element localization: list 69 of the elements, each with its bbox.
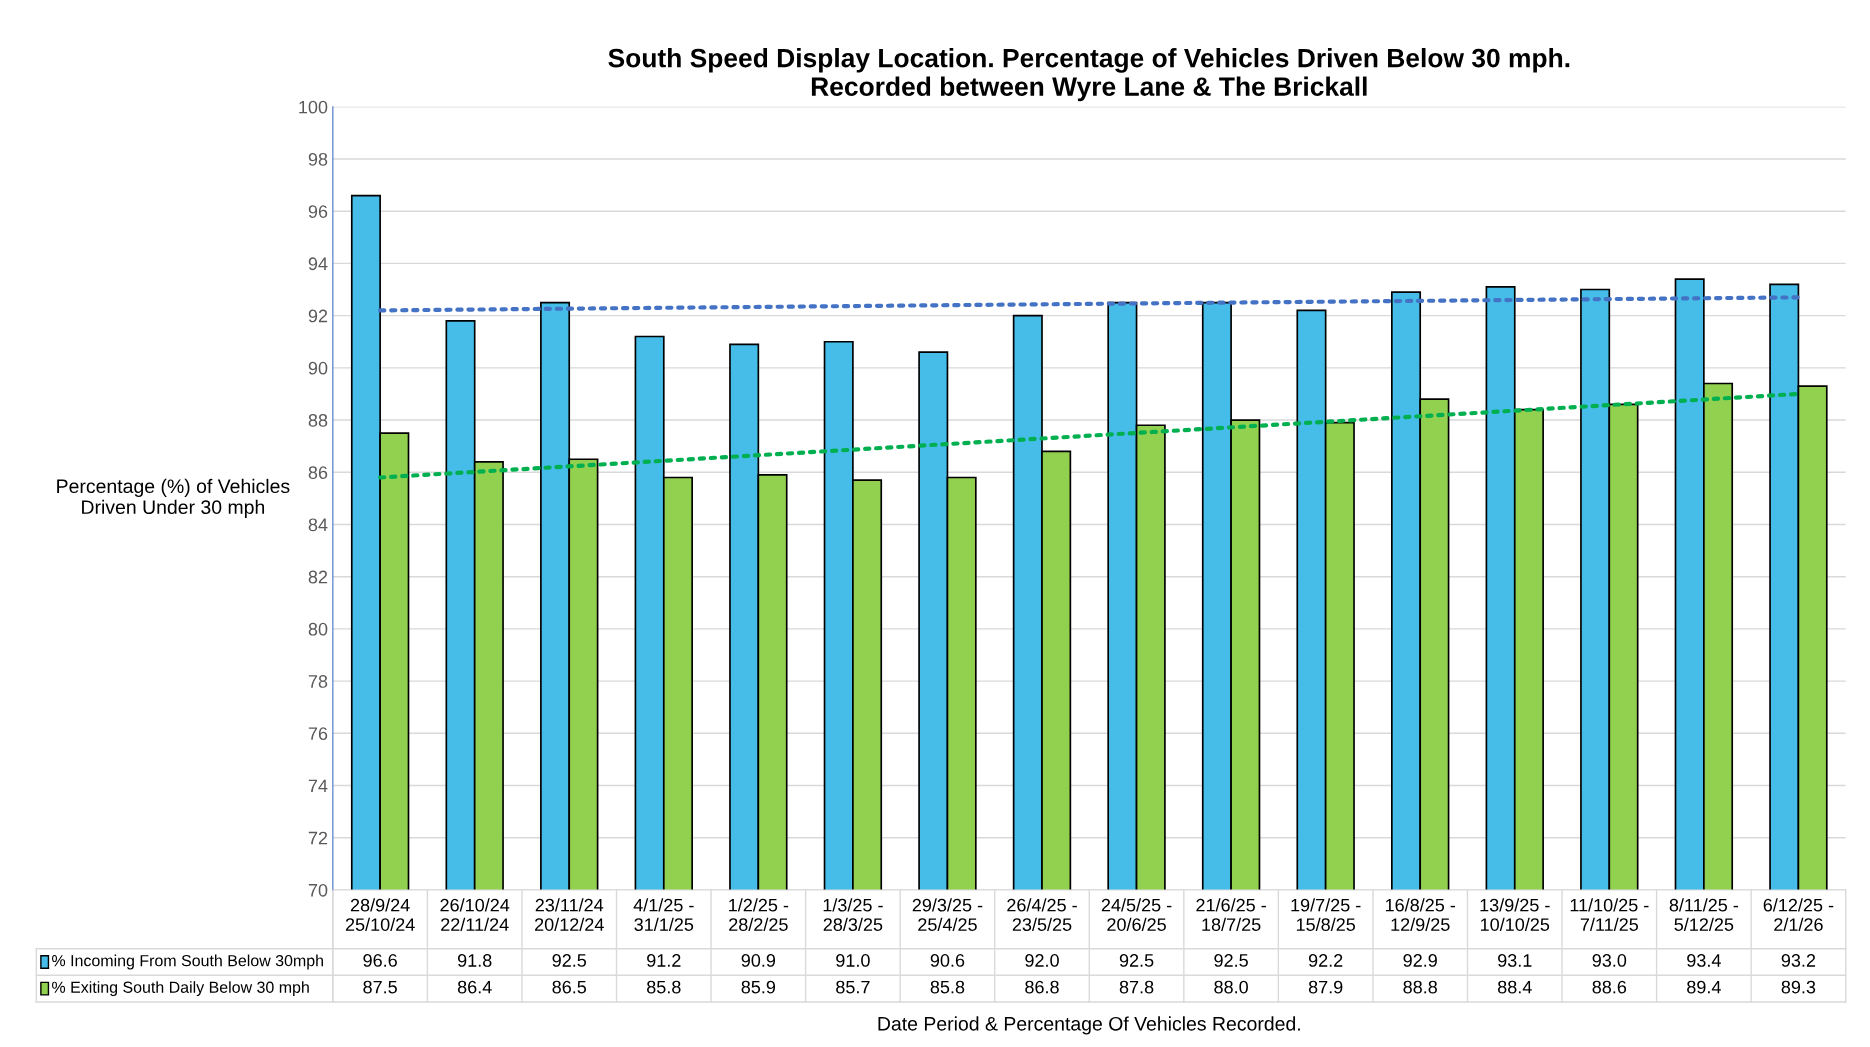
legend-label: % Exiting South Daily Below 30 mph xyxy=(52,981,309,997)
legend-label: % Incoming From South Below 30mph xyxy=(52,954,323,970)
x-tick-label: 26/10/24 22/11/24 xyxy=(440,898,510,931)
data-label: 89.3 xyxy=(1781,980,1816,994)
x-tick-label: 4/1/25 - 31/1/25 xyxy=(633,898,694,931)
x-tick-label: 6/12/25 - 2/1/26 xyxy=(1763,898,1834,931)
data-label: 93.0 xyxy=(1592,954,1627,967)
data-label: 88.0 xyxy=(1214,980,1248,994)
y-tick-label: 80 xyxy=(308,622,328,636)
y-axis-title: Percentage (%) of Vehicles Driven Under 30 mph xyxy=(57,478,290,518)
data-label: 91.8 xyxy=(457,954,492,967)
data-label: 92.5 xyxy=(1119,954,1154,967)
data-label: 88.8 xyxy=(1403,980,1437,994)
x-tick-label: 19/7/25 - 15/8/25 xyxy=(1291,898,1361,931)
y-tick-label: 100 xyxy=(299,100,328,114)
data-label: 91.0 xyxy=(836,954,870,967)
data-label: 88.4 xyxy=(1497,980,1532,994)
data-label: 93.4 xyxy=(1687,954,1721,967)
data-label: 87.9 xyxy=(1308,980,1343,994)
data-label: 86.4 xyxy=(457,980,492,994)
data-label: 88.6 xyxy=(1592,980,1627,994)
y-tick-label: 74 xyxy=(308,779,328,793)
data-label: 92.5 xyxy=(552,954,587,967)
data-label: 87.5 xyxy=(363,980,397,994)
y-tick-label: 92 xyxy=(308,309,328,323)
x-tick-label: 26/4/25 - 23/5/25 xyxy=(1007,898,1077,931)
x-axis-title: Date Period & Percentage Of Vehicles Recorded. xyxy=(878,1016,1300,1035)
data-label: 86.5 xyxy=(552,980,587,994)
y-tick-label: 98 xyxy=(308,152,328,166)
x-tick-label: 28/9/24 25/10/24 xyxy=(345,898,415,931)
x-tick-label: 21/6/25 - 18/7/25 xyxy=(1196,898,1266,931)
data-label: 85.8 xyxy=(647,980,681,994)
y-tick-label: 78 xyxy=(308,675,328,688)
x-tick-label: 24/5/25 - 20/6/25 xyxy=(1101,898,1172,931)
data-label: 85.7 xyxy=(836,980,870,994)
y-tick-label: 90 xyxy=(308,361,328,375)
x-tick-label: 13/9/25 - 10/10/25 xyxy=(1480,898,1550,931)
y-tick-label: 84 xyxy=(308,518,328,532)
data-label: 92.9 xyxy=(1403,954,1437,967)
x-tick-label: 8/11/25 - 5/12/25 xyxy=(1669,898,1739,931)
x-tick-label: 11/10/25 - 7/11/25 xyxy=(1570,898,1649,931)
data-label: 87.8 xyxy=(1119,980,1154,994)
data-label: 96.6 xyxy=(363,954,397,967)
x-tick-label: 29/3/25 - 25/4/25 xyxy=(912,898,983,931)
y-tick-label: 86 xyxy=(308,466,328,479)
y-tick-label: 88 xyxy=(308,413,328,427)
data-label: 85.8 xyxy=(930,980,965,994)
x-tick-label: 16/8/25 - 12/9/25 xyxy=(1385,898,1456,931)
x-tick-label: 1/3/25 - 28/3/25 xyxy=(823,898,883,931)
y-tick-label: 76 xyxy=(308,727,328,741)
data-label: 92.5 xyxy=(1214,954,1248,967)
y-tick-label: 72 xyxy=(308,831,328,845)
x-tick-label: 23/11/24 20/12/24 xyxy=(535,898,604,931)
y-tick-label: 94 xyxy=(308,257,328,271)
data-label: 86.8 xyxy=(1025,980,1059,994)
data-label: 89.4 xyxy=(1687,980,1721,994)
chart-title: South Speed Display Location. Percentage of Vehicles Driven Below 30 mph. Recorded between Wyre Lane & The Brickall xyxy=(608,48,1570,102)
data-label: 93.1 xyxy=(1498,954,1532,967)
data-label: 92.2 xyxy=(1308,954,1343,967)
data-label: 85.9 xyxy=(741,980,776,994)
y-tick-label: 70 xyxy=(308,883,328,897)
data-label: 92.0 xyxy=(1025,954,1059,967)
y-tick-label: 96 xyxy=(308,205,328,218)
data-label: 91.2 xyxy=(647,954,681,967)
x-tick-label: 1/2/25 - 28/2/25 xyxy=(729,898,789,931)
data-label: 93.2 xyxy=(1781,954,1816,967)
y-tick-label: 82 xyxy=(308,570,328,584)
data-label: 90.9 xyxy=(741,954,776,967)
data-label: 90.6 xyxy=(930,954,965,967)
